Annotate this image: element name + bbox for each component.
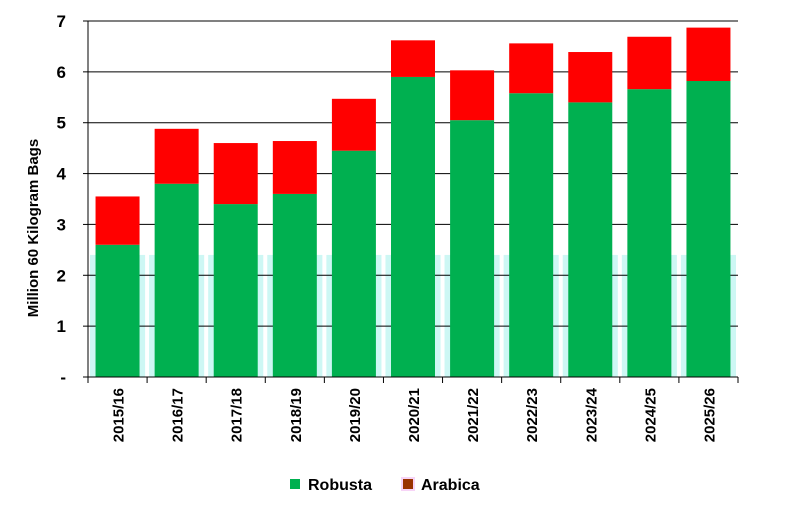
- legend-swatch-robusta: [290, 479, 300, 489]
- bar-arabica-2024-25: [627, 36, 672, 90]
- x-tick-label: 2021/22: [465, 388, 482, 442]
- bar-robusta-2019-20: [331, 150, 376, 377]
- x-tick-label: 2017/18: [229, 388, 246, 442]
- x-tick-label: 2015/16: [111, 388, 128, 442]
- bar-robusta-2017-18: [213, 204, 258, 377]
- bar-robusta-2022-23: [509, 93, 554, 378]
- y-axis-label: Million 60 Kilogram Bags: [25, 139, 42, 317]
- bar-arabica-2016-17: [154, 128, 199, 184]
- x-tick-labels: 2015/16 2016/17 2017/18 2018/19 2019/20 2020/…: [111, 387, 719, 442]
- bar-robusta-2024-25: [627, 89, 672, 378]
- bar-robusta-2025-26: [686, 81, 731, 378]
- y-tick-label: -: [60, 368, 66, 387]
- y-tick-label: 1: [57, 317, 66, 336]
- y-tick-label: 6: [57, 63, 66, 82]
- legend: Robusta Arabica: [290, 477, 480, 494]
- bar-robusta-2015-16: [95, 244, 140, 377]
- x-tick-label: 2023/24: [583, 387, 600, 442]
- bar-robusta-2016-17: [154, 183, 199, 377]
- bar-robusta-2023-24: [568, 102, 613, 377]
- bar-arabica-2018-19: [272, 141, 317, 194]
- bar-robusta-2020-21: [391, 76, 435, 377]
- bar-arabica-2021-22: [450, 70, 495, 121]
- bar-arabica-2023-24: [568, 52, 613, 103]
- y-tick-labels: - 1 2 3 4 5 6 7: [57, 12, 67, 387]
- legend-label-arabica: Arabica: [421, 477, 480, 494]
- x-tick-label: 2018/19: [288, 388, 305, 442]
- bar-arabica-2025-26: [686, 27, 731, 82]
- bar-arabica-2020-21: [391, 40, 435, 77]
- legend-swatch-arabica: [403, 479, 413, 489]
- bars-layer: [95, 27, 731, 378]
- y-tick-label: 2: [57, 266, 66, 285]
- y-tick-label: 4: [57, 165, 67, 184]
- x-tick-label: 2020/21: [406, 388, 423, 442]
- legend-label-robusta: Robusta: [308, 477, 372, 494]
- bar-robusta-2018-19: [272, 193, 317, 377]
- x-tick-label: 2022/23: [524, 388, 541, 442]
- bar-arabica-2019-20: [331, 98, 376, 151]
- y-tick-label: 3: [57, 215, 66, 234]
- bar-arabica-2022-23: [509, 43, 554, 94]
- x-tick-label: 2019/20: [347, 388, 364, 442]
- x-tick-label: 2016/17: [170, 388, 187, 442]
- axes-layer: [83, 20, 739, 383]
- y-tick-label: 7: [57, 12, 66, 31]
- bar-arabica-2015-16: [95, 196, 140, 245]
- x-tick-label: 2025/26: [701, 388, 718, 442]
- bar-robusta-2021-22: [450, 120, 495, 378]
- x-tick-label: 2024/25: [642, 388, 659, 442]
- bar-arabica-2017-18: [213, 143, 258, 205]
- y-tick-label: 5: [57, 114, 66, 133]
